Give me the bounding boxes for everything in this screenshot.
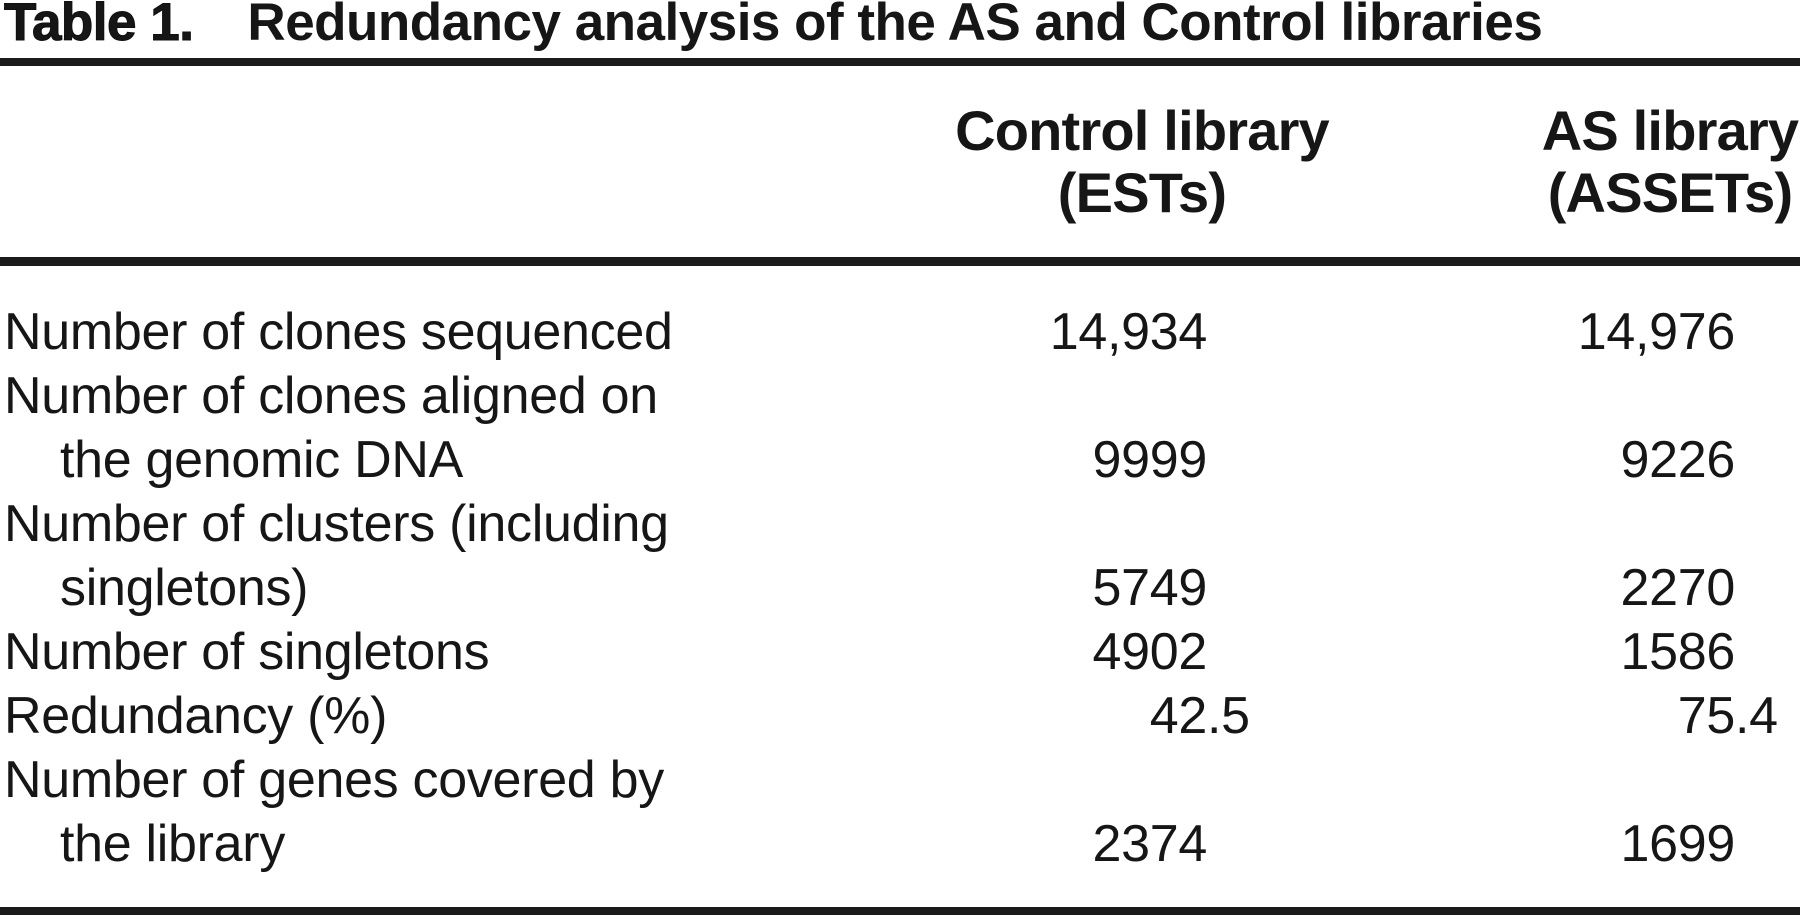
row-label-line: Number of clusters (including xyxy=(4,495,669,553)
row-label-line: Redundancy (%) xyxy=(4,687,388,745)
column-header-control-line1: Control library xyxy=(955,99,1330,162)
table-row: Number of clones aligned on the genomic D… xyxy=(0,364,1800,492)
column-header-control: Control library (ESTs) xyxy=(955,99,1330,224)
table-row: Number of genes covered by the library 237… xyxy=(0,748,1800,876)
table-body: Number of clones sequenced 14,934 14,976 Nu… xyxy=(0,300,1800,876)
value-fraction-part: .5 xyxy=(1207,687,1250,745)
control-value-cell: 5749 xyxy=(952,556,1272,620)
header-rule xyxy=(0,257,1800,266)
row-label-line: Number of clones sequenced xyxy=(4,303,673,361)
title-rule xyxy=(0,58,1800,66)
control-value-cell: 2374 xyxy=(952,812,1272,876)
row-label: Number of clusters (including singletons) xyxy=(0,492,952,620)
row-label-line: Number of singletons xyxy=(4,623,490,681)
as-value-cell: 1699 xyxy=(1272,812,1800,876)
value-integer-part: 4902 xyxy=(1092,623,1208,681)
value-integer-part: 75 xyxy=(1677,687,1736,745)
row-label-line: Number of genes covered by xyxy=(4,751,664,809)
value-integer-part: 9999 xyxy=(1092,431,1208,489)
control-value-cell: 4902 xyxy=(952,620,1272,684)
value-integer-part: 1586 xyxy=(1620,623,1736,681)
value-fraction-part xyxy=(1735,620,1788,684)
row-label-line: the library xyxy=(60,815,286,873)
value-fraction-part xyxy=(1735,812,1788,876)
value-fraction-part xyxy=(1207,556,1260,620)
value-fraction-part xyxy=(1735,556,1788,620)
control-value-cell: 42.5 xyxy=(952,684,1272,748)
table-number: Table 1. xyxy=(3,0,194,52)
value-fraction-part xyxy=(1207,428,1260,492)
value-integer-part: 42 xyxy=(1149,687,1208,745)
table-row: Number of singletons 4902 1586 xyxy=(0,620,1800,684)
value-fraction-part: .4 xyxy=(1735,687,1778,745)
row-label-line: singletons) xyxy=(60,559,309,617)
table-row: Number of clusters (including singletons)… xyxy=(0,492,1800,620)
table-row: Number of clones sequenced 14,934 14,976 xyxy=(0,300,1800,364)
value-fraction-part xyxy=(1207,812,1260,876)
value-integer-part: 5749 xyxy=(1092,559,1208,617)
table-title: Table 1. Redundancy analysis of the AS an… xyxy=(3,0,1543,52)
row-label: Number of genes covered by the library xyxy=(0,748,952,876)
row-label: Redundancy (%) xyxy=(0,684,952,748)
value-fraction-part xyxy=(1207,300,1260,364)
column-header-as: AS library (ASSETs) xyxy=(1542,100,1799,224)
row-label: Number of clones aligned on the genomic D… xyxy=(0,364,952,492)
column-header-as-line2: (ASSETs) xyxy=(1547,161,1793,224)
value-fraction-part xyxy=(1735,300,1788,364)
value-fraction-part xyxy=(1735,428,1788,492)
row-label-line: the genomic DNA xyxy=(60,431,464,489)
row-label: Number of singletons xyxy=(0,620,952,684)
row-label: Number of clones sequenced xyxy=(0,300,952,364)
value-integer-part: 2374 xyxy=(1092,815,1208,873)
value-integer-part: 1699 xyxy=(1620,815,1736,873)
as-value-cell: 14,976 xyxy=(1272,300,1800,364)
bottom-rule xyxy=(0,907,1800,915)
as-value-cell: 2270 xyxy=(1272,556,1800,620)
control-value-cell: 9999 xyxy=(952,428,1272,492)
as-value-cell: 75.4 xyxy=(1272,684,1800,748)
row-label-line: Number of clones aligned on xyxy=(4,367,658,425)
column-header-as-line1: AS library xyxy=(1541,99,1799,162)
table-caption: Redundancy analysis of the AS and Contro… xyxy=(247,0,1543,52)
value-integer-part: 9226 xyxy=(1620,431,1736,489)
table-row: Redundancy (%) 42.5 75.4 xyxy=(0,684,1800,748)
column-header-control-line2: (ESTs) xyxy=(1057,161,1227,224)
value-integer-part: 2270 xyxy=(1620,559,1736,617)
control-value-cell: 14,934 xyxy=(952,300,1272,364)
value-integer-part: 14,976 xyxy=(1577,303,1736,361)
value-fraction-part xyxy=(1207,620,1260,684)
as-value-cell: 9226 xyxy=(1272,428,1800,492)
value-integer-part: 14,934 xyxy=(1049,303,1208,361)
as-value-cell: 1586 xyxy=(1272,620,1800,684)
